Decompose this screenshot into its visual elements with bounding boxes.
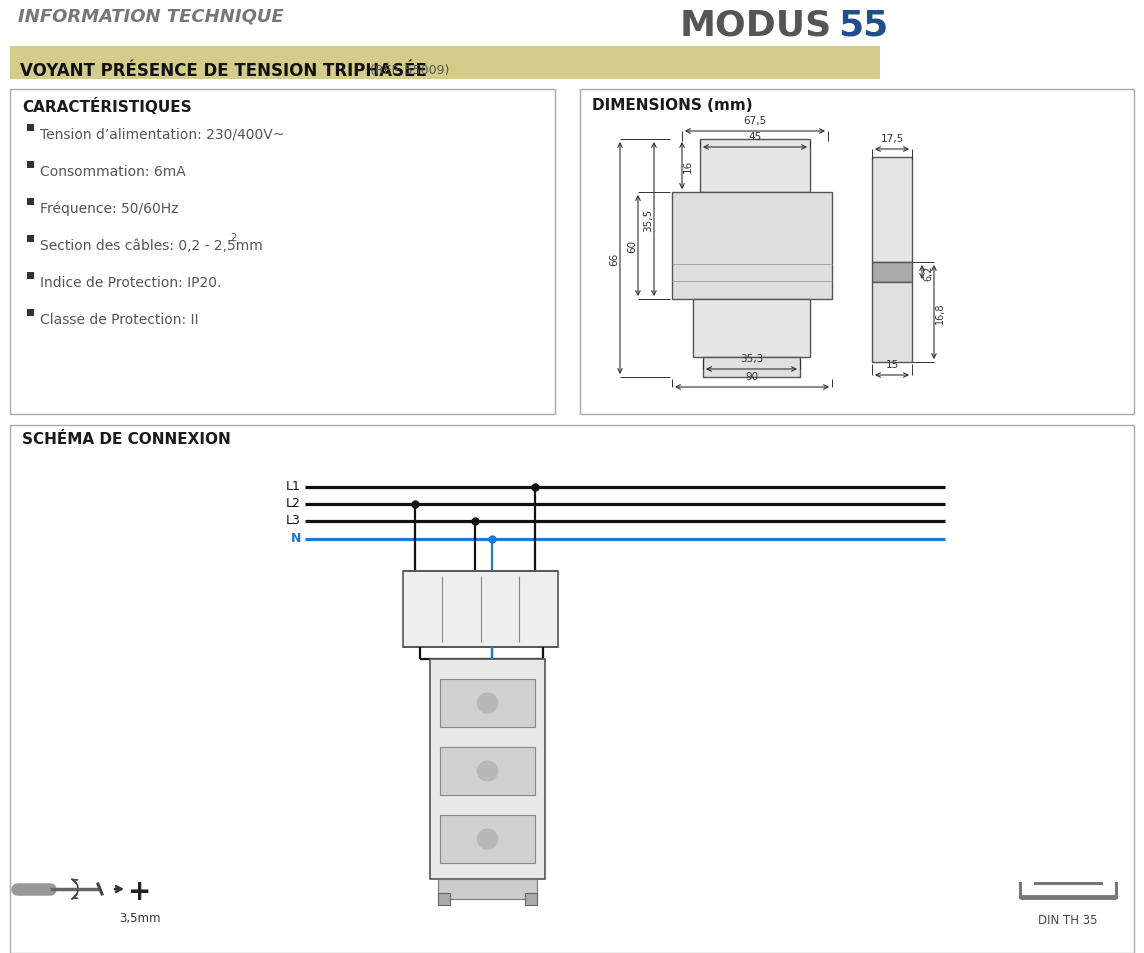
Bar — [438, 893, 450, 905]
Text: Consommation: 6mA: Consommation: 6mA — [40, 165, 185, 179]
Circle shape — [477, 829, 498, 849]
Text: 16: 16 — [683, 160, 693, 172]
Text: 55: 55 — [839, 8, 888, 42]
Bar — [27, 273, 34, 280]
Text: DIN TH 35: DIN TH 35 — [1039, 913, 1098, 926]
Text: +: + — [128, 877, 152, 905]
Circle shape — [477, 693, 498, 713]
Bar — [700, 140, 810, 193]
Text: N: N — [291, 532, 301, 545]
Text: Tension d’alimentation: 230/400V~: Tension d’alimentation: 230/400V~ — [40, 128, 285, 142]
Bar — [10, 426, 1134, 953]
Text: 6,2: 6,2 — [923, 265, 934, 280]
Text: (RÉF. 55009): (RÉF. 55009) — [370, 64, 450, 77]
Bar — [430, 659, 545, 879]
Text: Classe de Protection: II: Classe de Protection: II — [40, 313, 199, 327]
Text: 90: 90 — [746, 372, 758, 381]
Bar — [27, 310, 34, 316]
Bar — [440, 679, 535, 727]
Text: L2: L2 — [286, 497, 301, 510]
Bar — [672, 193, 832, 299]
Bar — [27, 125, 34, 132]
Bar — [440, 815, 535, 863]
Bar — [27, 235, 34, 243]
Text: 2: 2 — [230, 233, 237, 243]
Text: 35,3: 35,3 — [740, 354, 763, 364]
Text: MODUS: MODUS — [680, 8, 832, 42]
Text: VOYANT PRÉSENCE DE TENSION TRIPHASÉE: VOYANT PRÉSENCE DE TENSION TRIPHASÉE — [19, 62, 427, 80]
Bar — [580, 90, 1134, 415]
Bar — [872, 158, 912, 263]
Bar — [440, 747, 535, 795]
Text: 60: 60 — [627, 240, 637, 253]
Text: DIMENSIONS (mm): DIMENSIONS (mm) — [591, 98, 753, 112]
Text: 3,5mm: 3,5mm — [119, 911, 161, 924]
Text: L3: L3 — [286, 514, 301, 527]
Text: 67,5: 67,5 — [744, 116, 766, 126]
Bar — [872, 263, 912, 283]
Bar — [704, 357, 800, 377]
Bar — [525, 893, 537, 905]
Bar — [10, 47, 880, 80]
Text: SCHÉMA DE CONNEXION: SCHÉMA DE CONNEXION — [22, 432, 231, 447]
Text: 16,8: 16,8 — [935, 302, 945, 323]
Bar — [403, 572, 558, 647]
Bar — [10, 90, 555, 415]
Bar — [872, 283, 912, 363]
Text: 15: 15 — [885, 359, 899, 370]
Text: 35,5: 35,5 — [643, 208, 653, 232]
Text: Indice de Protection: IP20.: Indice de Protection: IP20. — [40, 275, 222, 290]
Bar — [27, 199, 34, 206]
Bar — [438, 879, 537, 899]
Text: 66: 66 — [609, 253, 619, 265]
Bar — [693, 299, 810, 357]
Text: 17,5: 17,5 — [881, 133, 904, 144]
Text: CARACTÉRISTIQUES: CARACTÉRISTIQUES — [22, 98, 192, 115]
Text: Section des câbles: 0,2 - 2,5mm: Section des câbles: 0,2 - 2,5mm — [40, 239, 263, 253]
Text: 45: 45 — [748, 132, 762, 142]
Text: Fréquence: 50/60Hz: Fréquence: 50/60Hz — [40, 202, 178, 216]
Text: L1: L1 — [286, 480, 301, 493]
Bar — [27, 162, 34, 169]
Circle shape — [477, 761, 498, 781]
Text: INFORMATION TECHNIQUE: INFORMATION TECHNIQUE — [18, 8, 284, 26]
